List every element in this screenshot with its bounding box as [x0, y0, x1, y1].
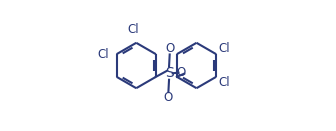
Text: Cl: Cl — [98, 48, 110, 61]
Text: S: S — [165, 66, 173, 80]
Text: Cl: Cl — [128, 23, 139, 36]
Text: Cl: Cl — [218, 76, 230, 89]
Text: O: O — [177, 66, 186, 79]
Text: Cl: Cl — [218, 42, 230, 55]
Text: O: O — [164, 91, 173, 104]
Text: O: O — [165, 42, 174, 55]
